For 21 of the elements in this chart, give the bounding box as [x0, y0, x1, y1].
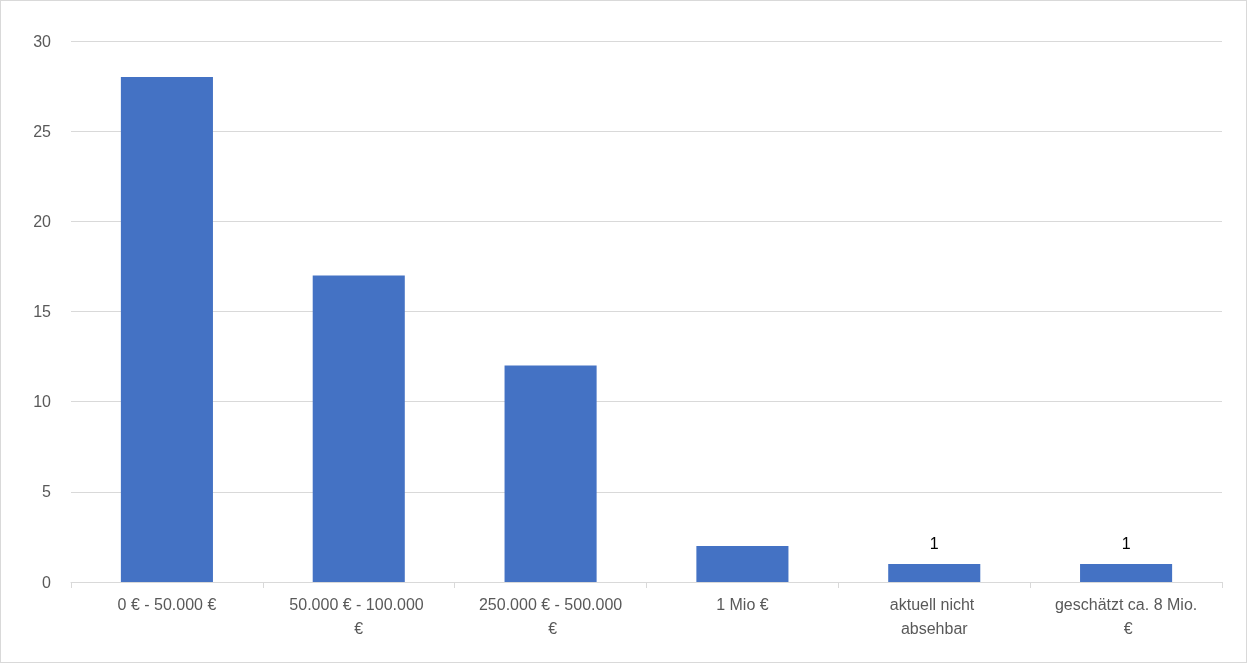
y-tick-label: 0 [42, 573, 52, 591]
x-tick-label: geschätzt ca. 8 Mio. € [1054, 595, 1198, 637]
y-tick-label: 30 [33, 32, 52, 50]
bar [312, 275, 405, 582]
bar [888, 563, 981, 582]
x-tick-label: 50.000 € - 100.000 € [289, 595, 429, 637]
x-tick-label: aktuell nicht absehbar [889, 595, 979, 637]
data-label: 1 [1121, 535, 1131, 553]
y-tick-label: 20 [33, 212, 52, 230]
x-tick-label: 0 € - 50.000 € [117, 595, 217, 613]
y-tick-label: 15 [33, 303, 52, 320]
y-tick-label: 5 [42, 483, 52, 501]
bar [120, 77, 213, 582]
y-tick-label: 25 [33, 122, 52, 140]
x-tick-label: 250.000 € - 500.000 € [478, 595, 623, 637]
bar [1080, 563, 1173, 582]
bar [696, 545, 789, 582]
x-tick-label: 1 Mio € [716, 595, 769, 613]
data-label: 1 [929, 535, 939, 553]
bar [504, 365, 597, 582]
y-tick-label: 10 [33, 393, 52, 411]
